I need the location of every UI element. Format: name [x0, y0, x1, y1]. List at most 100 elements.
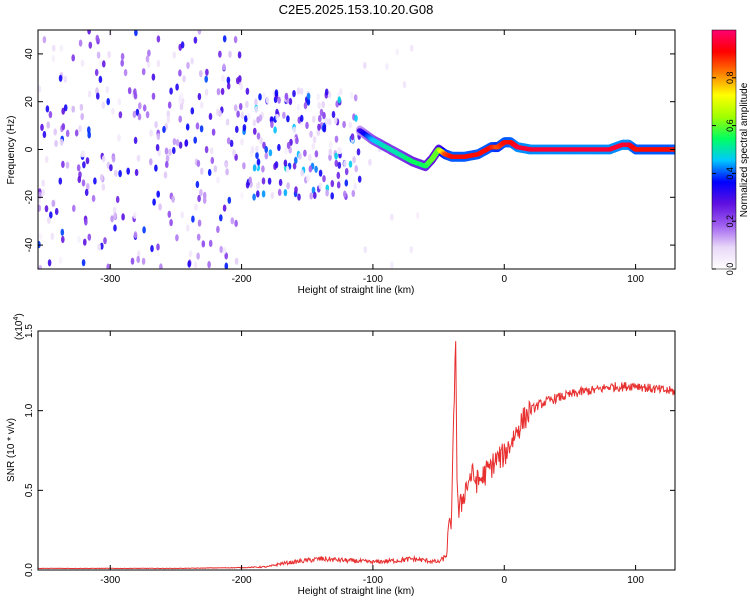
spectrogram-cell — [298, 152, 302, 160]
spectrogram-cell — [334, 135, 339, 143]
spectrogram-cell — [135, 108, 140, 116]
spectrogram-cell — [111, 155, 116, 163]
spectrogram-cell — [197, 30, 202, 35]
colorbar-tick-label: 0.6 — [725, 119, 735, 132]
spectrogram-cell — [71, 54, 75, 62]
spectrogram-cell — [292, 126, 297, 134]
spectrogram-cell — [38, 191, 42, 199]
spectrogram-cell — [342, 120, 346, 129]
spectrogram-cell — [353, 94, 358, 102]
spectrogram-cell — [133, 211, 137, 219]
spectrogram-cell — [83, 238, 87, 246]
spectrogram-cell — [245, 100, 249, 108]
spectrogram-cell — [219, 245, 223, 254]
snr-x-tick-label: -200 — [232, 575, 252, 586]
spectrogram-cell — [146, 60, 151, 68]
spectrogram-cell — [45, 105, 50, 113]
spectrogram-cell — [390, 213, 394, 221]
spectrogram-cell — [71, 105, 75, 113]
spectrogram-cell — [202, 196, 207, 204]
spectrogram-cell — [350, 133, 355, 141]
spectrogram-cell — [61, 160, 65, 168]
spectrogram-cell — [351, 189, 356, 198]
spectrogram-cell — [41, 179, 45, 187]
spectrogram-cell — [275, 113, 280, 121]
spectrogram-cell — [385, 63, 389, 71]
spectrogram-cell — [363, 61, 367, 70]
spectrogram-cell — [303, 149, 307, 157]
spectrogram-cell — [54, 139, 58, 148]
spectrogram-cell — [234, 219, 238, 227]
spectrogram-cell — [210, 156, 215, 165]
spectrogram-cell — [395, 48, 400, 56]
spectrogram-cell — [317, 123, 321, 131]
spectrogram-cell — [242, 162, 246, 170]
spectrogram-cell — [225, 168, 229, 176]
spectrogram-cell — [111, 107, 115, 115]
spectrogram-cell — [49, 211, 53, 219]
spectrogram-cell — [209, 147, 214, 155]
spectrogram-cell — [261, 177, 266, 185]
spectrogram-cell — [207, 261, 211, 269]
spectrogram-cell — [247, 112, 251, 120]
spectrogram-cell — [99, 174, 104, 182]
spectrogram-cell — [106, 98, 110, 106]
spectrogram-cell — [204, 88, 209, 96]
spectrogram-cell — [172, 146, 176, 155]
spectrogram-cell — [402, 81, 407, 89]
spectrogram-cell — [51, 44, 56, 52]
spectrogram-cell — [306, 174, 310, 182]
spectrogram-cell — [224, 252, 228, 260]
spectrogram-cell — [390, 261, 394, 269]
snr-x-tick-label: 100 — [627, 575, 644, 586]
spectrogram-cell — [190, 107, 195, 115]
spectrogram-cell — [239, 82, 243, 91]
spectrogram-cell — [318, 169, 323, 177]
spectrogram-x-ticks: -300 -200 -100 0 100 — [100, 30, 644, 285]
spectrogram-cell — [199, 125, 204, 133]
spectrogram-cell — [357, 175, 362, 183]
spectrogram-cell — [48, 111, 53, 119]
snr-y-ticks: 0.0 0.5 1.0 1.5 — [24, 324, 675, 577]
spectrogram-cell — [262, 92, 266, 100]
spectrogram-cell — [331, 110, 336, 119]
spectrogram-cell — [245, 181, 250, 189]
spectrogram-cell — [236, 110, 240, 118]
spectrogram-cell — [208, 239, 213, 247]
spectrogram-cell — [303, 102, 308, 110]
snr-x-axis-label: Height of straight line (km) — [298, 586, 415, 597]
spectrogram-cell — [204, 75, 208, 83]
spectrogram-cell — [230, 217, 235, 225]
spectrogram-cell — [409, 246, 414, 254]
spectrogram-cell — [354, 114, 358, 122]
spectrogram-cell — [58, 256, 63, 264]
spectrogram-cell — [94, 68, 99, 77]
spectrogram-cell — [226, 137, 231, 145]
spectrogram-cell — [270, 120, 274, 129]
spectrogram-cell — [191, 215, 195, 223]
spectrogram-cell — [149, 158, 153, 166]
spectrogram-cell — [164, 147, 169, 155]
spectrogram-cell — [76, 164, 81, 172]
spectrogram-cell — [283, 189, 288, 197]
spectrogram-cell — [42, 130, 47, 139]
spectrogram-cell — [244, 115, 248, 123]
spectrogram-cell — [354, 165, 359, 173]
spectrogram-cell — [133, 92, 138, 100]
spectrogram-cell — [118, 170, 122, 178]
spectrogram-cell — [296, 103, 301, 111]
spectrogram-cell — [77, 235, 81, 244]
spectrogram-cell — [368, 158, 372, 166]
spectrogram-cell — [72, 204, 76, 212]
spectrogram-cell — [296, 87, 301, 95]
colorbar-ticks: 0.0 0.2 0.4 0.6 0.8 — [712, 72, 736, 275]
spectrogram-cell — [117, 134, 121, 142]
spectrogram-cell — [322, 175, 326, 183]
spectrogram-cell — [313, 191, 317, 199]
spectrogram-cell — [197, 93, 202, 101]
spectrogram-cell — [286, 141, 291, 150]
spectrogram-cell — [216, 176, 220, 184]
spectrogram-cell — [199, 189, 203, 197]
spectrogram-cell — [222, 35, 227, 43]
spectrogram-cell — [159, 263, 163, 269]
